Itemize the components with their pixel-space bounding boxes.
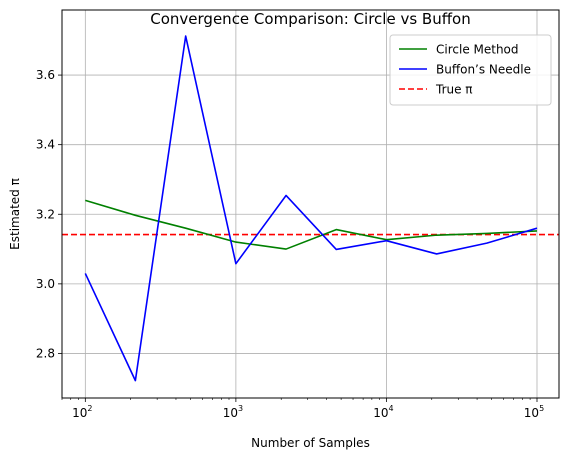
plot-frame	[61, 9, 560, 399]
chart-title: Convergence Comparison: Circle vs Buffon	[150, 10, 470, 28]
y-tick-label: 2.8	[36, 346, 55, 360]
y-axis-label: Estimated π	[8, 178, 22, 250]
y-tick-label: 3.2	[36, 207, 55, 221]
circle-method-line	[85, 199, 538, 250]
y-tick-label: 3.4	[36, 138, 55, 152]
x-tick-label: 103	[223, 404, 243, 420]
y-tick-label: 3.0	[36, 277, 55, 291]
legend: Circle Method Buffon’s Needle True π	[389, 34, 552, 106]
x-tick-label: 104	[373, 404, 393, 420]
x-axis-label: Number of Samples	[251, 436, 370, 450]
x-axis-ticks: 102 103 104 105	[61, 398, 544, 420]
legend-box	[389, 34, 552, 106]
y-tick-label: 3.6	[36, 68, 55, 82]
series-lines	[84, 35, 538, 382]
x-tick-label: 105	[524, 404, 544, 420]
x-tick-label: 102	[72, 404, 92, 420]
legend-label: True π	[435, 83, 473, 97]
legend-label: Buffon’s Needle	[436, 63, 531, 77]
legend-label: Circle Method	[436, 43, 519, 57]
y-axis-ticks: 2.8 3.0 3.2 3.4 3.6	[36, 68, 62, 360]
buffon-needle-line	[84, 35, 538, 382]
